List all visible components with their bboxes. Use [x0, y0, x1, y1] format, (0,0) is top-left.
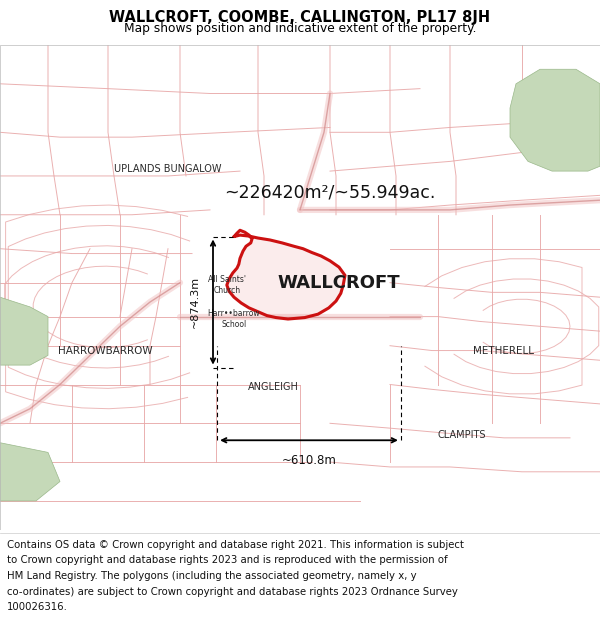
Polygon shape — [0, 298, 48, 365]
Text: CLAMPITS: CLAMPITS — [438, 431, 486, 441]
Text: UPLANDS BUNGALOW: UPLANDS BUNGALOW — [114, 164, 222, 174]
Text: ~226420m²/~55.949ac.: ~226420m²/~55.949ac. — [224, 184, 436, 202]
Text: ANGLEIGH: ANGLEIGH — [248, 382, 298, 392]
Text: Harr••barrow
School: Harr••barrow School — [208, 309, 260, 329]
Polygon shape — [227, 230, 345, 319]
Text: to Crown copyright and database rights 2023 and is reproduced with the permissio: to Crown copyright and database rights 2… — [7, 555, 448, 565]
Text: All Saints'
Church: All Saints' Church — [208, 276, 246, 295]
Text: ~610.8m: ~610.8m — [281, 454, 337, 467]
Polygon shape — [0, 442, 60, 501]
Text: HM Land Registry. The polygons (including the associated geometry, namely x, y: HM Land Registry. The polygons (includin… — [7, 571, 417, 581]
Polygon shape — [510, 69, 600, 171]
Text: HARROWBARROW: HARROWBARROW — [58, 346, 152, 356]
Text: Map shows position and indicative extent of the property.: Map shows position and indicative extent… — [124, 22, 476, 35]
Text: METHERELL: METHERELL — [473, 346, 535, 356]
Text: WALLCROFT: WALLCROFT — [278, 274, 400, 292]
Text: WALLCROFT, COOMBE, CALLINGTON, PL17 8JH: WALLCROFT, COOMBE, CALLINGTON, PL17 8JH — [109, 10, 491, 25]
Text: co-ordinates) are subject to Crown copyright and database rights 2023 Ordnance S: co-ordinates) are subject to Crown copyr… — [7, 586, 458, 596]
Text: Contains OS data © Crown copyright and database right 2021. This information is : Contains OS data © Crown copyright and d… — [7, 539, 464, 549]
Text: ~874.3m: ~874.3m — [190, 276, 200, 328]
Text: 100026316.: 100026316. — [7, 602, 68, 612]
